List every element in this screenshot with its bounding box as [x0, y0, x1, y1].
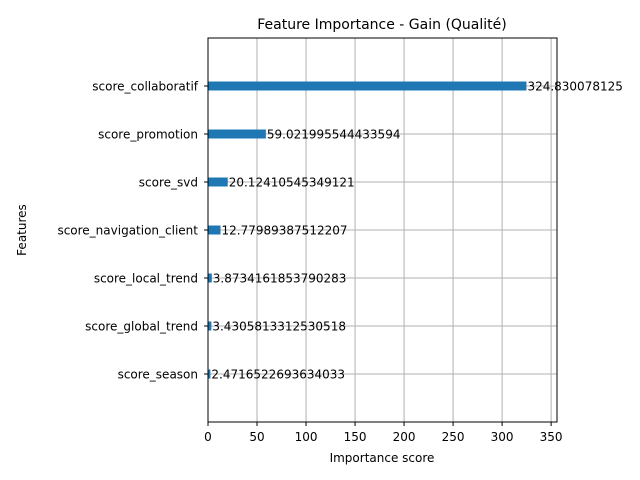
value-label: 3.4305813312530518: [212, 320, 346, 334]
bar-score-local-trend: [208, 273, 212, 283]
value-label: 3.8734161853790283: [213, 272, 347, 286]
y-axis-label: Features: [15, 204, 29, 256]
value-label: 12.77989387512207: [222, 224, 348, 238]
bars: [208, 81, 527, 379]
value-label: 59.021995544433594: [267, 128, 401, 142]
value-labels: 324.830078125 59.021995544433594 20.124105…: [211, 80, 622, 382]
chart-title: Feature Importance - Gain (Qualité): [257, 17, 506, 33]
bar-score-navigation-client: [208, 225, 221, 235]
bar-score-season: [208, 369, 211, 379]
value-label: 20.12410545349121: [229, 176, 355, 190]
plot-frame: [207, 37, 558, 423]
y-tick-label: score_local_trend: [94, 272, 198, 286]
x-tick-labels: 0 50 100 150 200 250 300 350: [204, 422, 563, 444]
y-tick-label: score_promotion: [98, 128, 198, 142]
x-tick-label: 50: [249, 430, 264, 444]
bar-score-promotion: [208, 129, 266, 139]
y-tick-label: score_global_trend: [85, 320, 198, 334]
y-tick-label: score_collaboratif: [92, 80, 198, 94]
x-axis-label: Importance score: [330, 451, 435, 465]
value-label: 324.830078125: [527, 80, 622, 94]
x-tick-label: 250: [442, 430, 465, 444]
bar-score-collaboratif: [208, 81, 527, 91]
x-tick-label: 300: [491, 430, 514, 444]
x-tick-label: 0: [204, 430, 212, 444]
x-tick-label: 100: [295, 430, 318, 444]
x-tick-label: 150: [344, 430, 367, 444]
value-label: 2.4716522693634033: [211, 368, 345, 382]
y-tick-label: score_svd: [139, 176, 198, 190]
bar-score-global-trend: [208, 321, 212, 331]
y-tick-label: score_season: [118, 368, 198, 382]
y-tick-labels: score_collaboratif score_promotion score_s…: [57, 80, 208, 382]
grid-lines: [207, 38, 557, 422]
x-tick-label: 200: [393, 430, 416, 444]
x-tick-label: 350: [540, 430, 563, 444]
bar-score-svd: [208, 177, 228, 187]
y-tick-label: score_navigation_client: [57, 224, 198, 238]
